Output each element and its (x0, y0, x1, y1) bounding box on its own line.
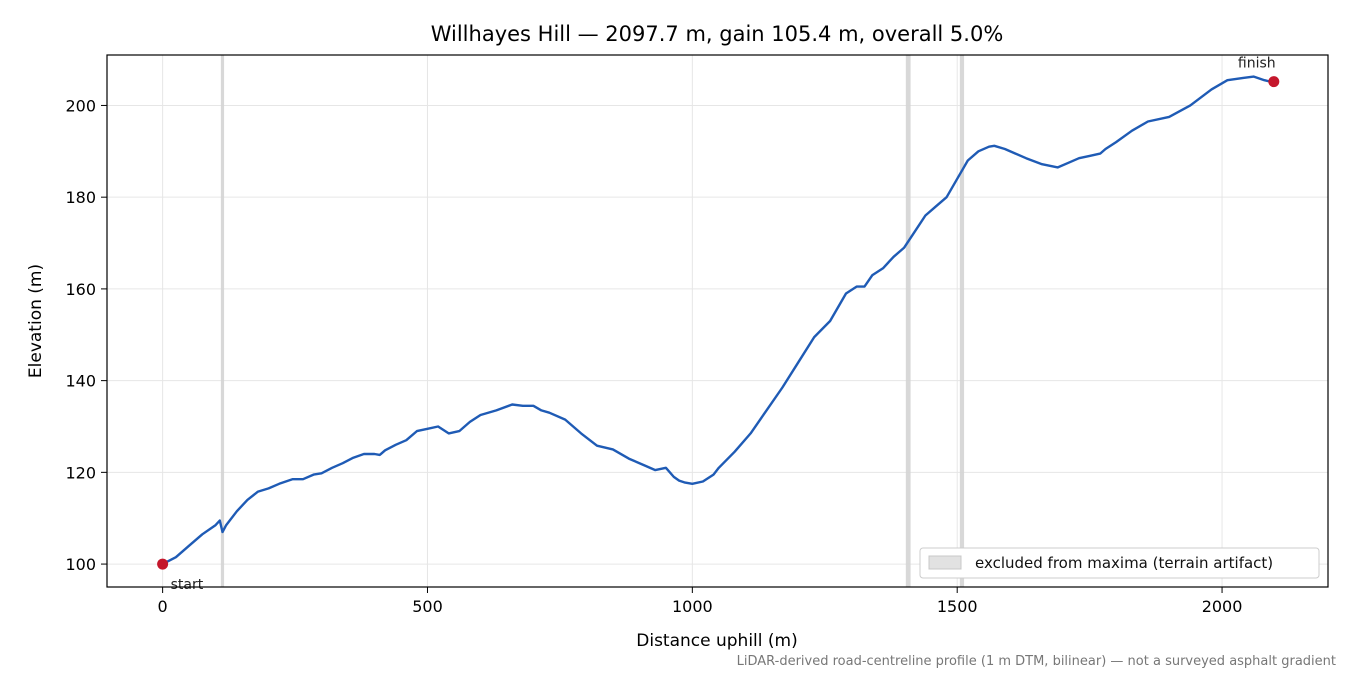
y-tick-label: 200 (65, 96, 96, 115)
footnote: LiDAR-derived road-centreline profile (1… (737, 654, 1336, 669)
legend-swatch (928, 555, 962, 570)
chart-title: Willhayes Hill — 2097.7 m, gain 105.4 m,… (431, 22, 1004, 46)
finish-label: finish (1238, 56, 1276, 72)
excluded-band (905, 55, 911, 587)
excluded-band (220, 55, 225, 587)
finish-marker (1268, 76, 1280, 88)
x-tick-label: 500 (412, 597, 443, 616)
start-marker (157, 558, 169, 570)
y-axis-label: Elevation (m) (26, 264, 46, 378)
x-tick-label: 0 (158, 597, 168, 616)
y-tick-label: 140 (65, 372, 96, 391)
legend-entry: excluded from maxima (terrain artifact) (975, 554, 1273, 572)
legend-box (919, 547, 1320, 579)
x-tick-label: 1500 (937, 597, 978, 616)
y-tick-label: 180 (65, 188, 96, 207)
y-tick-label: 100 (65, 555, 96, 574)
excluded-band (959, 55, 965, 587)
y-tick-label: 120 (65, 463, 96, 482)
plot-frame (106, 54, 1329, 588)
legend: excluded from maxima (terrain artifact) (919, 547, 1320, 579)
x-tick-label: 1000 (672, 597, 713, 616)
x-axis-label: Distance uphill (m) (636, 631, 797, 651)
plot-area: 0 500 1000 1500 2000 100 120 140 160 180 200 start f… (65, 55, 1328, 616)
start-label: start (171, 577, 204, 593)
y-tick-label: 160 (65, 280, 96, 299)
elevation-line (161, 75, 1276, 566)
x-tick-label: 2000 (1202, 597, 1243, 616)
